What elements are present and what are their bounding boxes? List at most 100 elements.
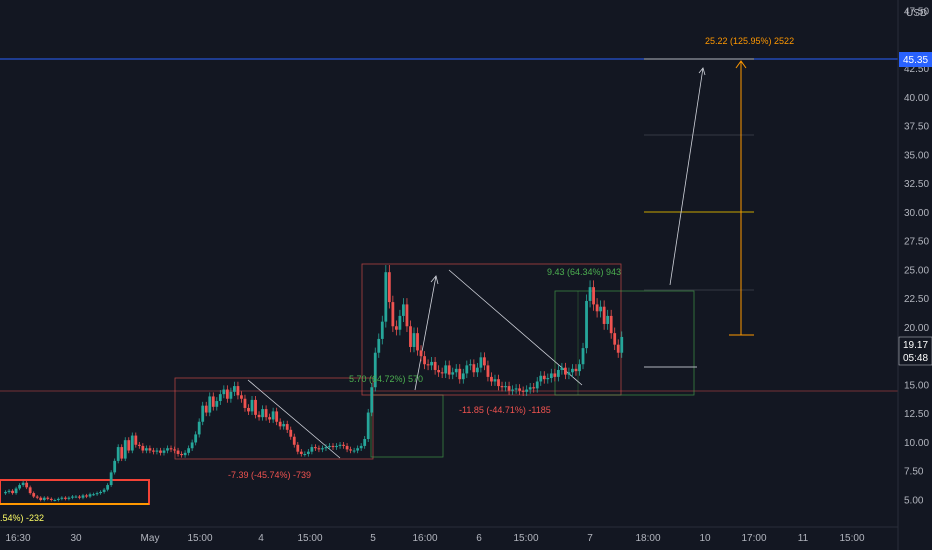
- candle-body: [352, 450, 356, 452]
- candle-body: [225, 389, 229, 399]
- candle-body: [67, 497, 71, 499]
- candle-body: [398, 315, 402, 330]
- candle-body: [250, 399, 254, 412]
- candle-body: [430, 361, 433, 366]
- arrow-line-day5: [414, 275, 437, 391]
- candle-body: [387, 272, 391, 303]
- candle-body: [613, 333, 617, 345]
- candle-body: [317, 448, 321, 450]
- candle-body: [606, 315, 610, 324]
- candle-body: [296, 444, 300, 452]
- candle-body: [313, 447, 317, 449]
- projection-measure-arrowhead: [735, 60, 747, 69]
- candle-body: [99, 491, 102, 494]
- candle-body: [130, 435, 134, 451]
- candle-body: [416, 333, 419, 351]
- candle-body: [81, 495, 85, 498]
- candle-body: [437, 369, 441, 373]
- candle-body: [42, 497, 46, 500]
- candle-body: [222, 389, 226, 395]
- candle-body: [71, 496, 74, 498]
- y-tick-label: 32.50: [904, 179, 929, 190]
- candle-body: [602, 306, 606, 324]
- candle-body: [11, 490, 14, 494]
- annotation-base: .54%) -232: [0, 513, 44, 523]
- candle-body: [215, 401, 219, 407]
- candle-body: [159, 450, 162, 453]
- candle-body: [380, 321, 384, 339]
- x-tick-label: 15:00: [187, 533, 212, 544]
- candle-body: [148, 448, 152, 451]
- candle-body: [285, 424, 289, 430]
- candle-body: [514, 388, 518, 390]
- candle-body: [21, 482, 25, 486]
- current-price-badge-bg: [898, 336, 932, 366]
- candle-body: [257, 414, 261, 418]
- y-tick-label: 7.50: [904, 467, 924, 478]
- candle-body: [321, 448, 324, 450]
- x-tick-label: 15:00: [513, 533, 538, 544]
- x-tick-label: 6: [476, 533, 482, 544]
- candle-body: [240, 395, 243, 399]
- candle-body: [468, 364, 472, 366]
- annotation-day7-gain: 9.43 (64.34%) 943: [547, 267, 621, 277]
- candle-body: [201, 405, 205, 422]
- candle-body: [14, 488, 18, 494]
- candle-body: [233, 386, 236, 392]
- candle-body: [180, 453, 183, 456]
- candle-body: [454, 368, 458, 373]
- y-tick-label: 25.00: [904, 265, 929, 276]
- candle-body: [85, 495, 88, 497]
- candle-body: [303, 453, 307, 455]
- candle-body: [500, 386, 504, 388]
- y-tick-label: 35.00: [904, 150, 929, 161]
- candle-body: [444, 365, 448, 374]
- candle-body: [78, 496, 81, 498]
- candle-body: [402, 304, 405, 316]
- candle-body: [88, 494, 92, 497]
- candle-body: [106, 485, 110, 490]
- y-tick-label: 37.50: [904, 122, 929, 133]
- candle-body: [328, 445, 331, 448]
- candle-body: [254, 399, 257, 415]
- candle-body: [268, 417, 272, 420]
- range-box-day6: [361, 263, 622, 396]
- candle-body: [190, 442, 194, 449]
- candle-body: [412, 333, 416, 347]
- candle-body: [553, 373, 557, 377]
- candle-body: [109, 472, 113, 486]
- x-axis[interactable]: 16:30 30 May 15:00 4 15:00 5 16:00 6 15:00 7 18:00 1…: [5, 533, 864, 544]
- candle-body: [581, 348, 585, 365]
- candle-body: [261, 409, 264, 418]
- candle-body: [486, 365, 490, 377]
- y-tick-label: 27.50: [904, 237, 929, 248]
- candle-body: [345, 445, 349, 450]
- candle-body: [306, 451, 310, 454]
- candle-body: [483, 357, 486, 366]
- x-tick-label: 18:00: [635, 533, 660, 544]
- annotation-projection: 25.22 (125.95%) 2522: [705, 36, 794, 46]
- x-tick-label: 16:00: [412, 533, 437, 544]
- candle-body: [173, 449, 176, 451]
- candle-body: [440, 372, 444, 374]
- x-tick-label: 30: [70, 533, 82, 544]
- candle-body: [49, 498, 53, 500]
- candle-body: [289, 429, 293, 437]
- y-tick-label: 15.00: [904, 380, 929, 391]
- arrow-head-projection: [698, 67, 706, 76]
- candle-body: [426, 364, 430, 366]
- candle-body: [616, 344, 620, 353]
- candle-body: [507, 386, 511, 391]
- candle-body: [28, 487, 32, 494]
- candle-body: [7, 490, 11, 492]
- candle-body: [342, 444, 345, 446]
- candle-body: [127, 440, 131, 451]
- candle-body: [377, 338, 381, 353]
- candle-body: [609, 315, 613, 334]
- y-tick-label: 20.00: [904, 323, 929, 334]
- trend-line-day6: [448, 269, 583, 386]
- candle-body: [458, 368, 462, 380]
- candle-body: [176, 450, 180, 454]
